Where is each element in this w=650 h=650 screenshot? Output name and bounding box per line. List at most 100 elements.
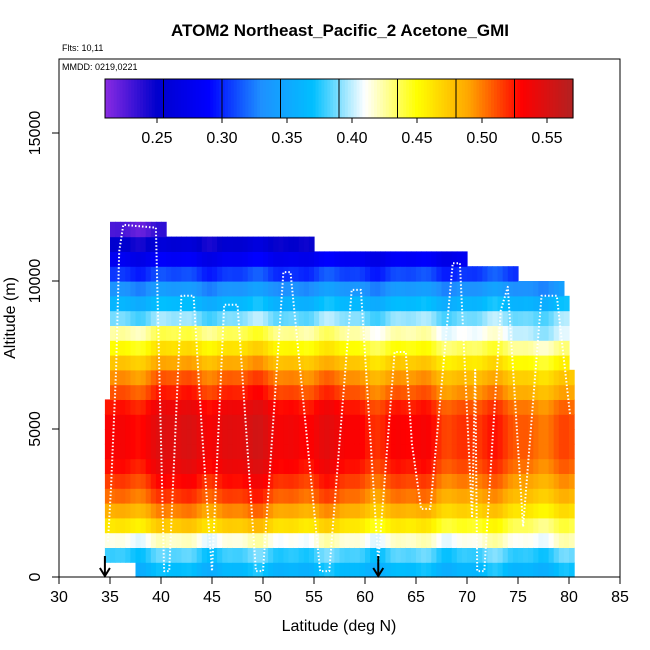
heatmap-cell	[446, 517, 453, 534]
heatmap-cell	[268, 340, 274, 356]
heatmap-cell	[543, 310, 550, 326]
heatmap-cell	[380, 473, 386, 489]
heatmap-cell	[349, 503, 356, 519]
heatmap-cell	[145, 488, 152, 504]
heatmap-cell	[365, 532, 371, 548]
heatmap-cell	[247, 429, 254, 445]
heatmap-cell	[247, 443, 254, 460]
heatmap-cell	[273, 517, 279, 534]
heatmap-cell	[441, 369, 448, 386]
heatmap-cell	[528, 340, 534, 356]
heatmap-cell	[319, 562, 325, 578]
heatmap-cell	[298, 562, 305, 578]
heatmap-cell	[523, 517, 529, 534]
heatmap-cell	[150, 369, 157, 386]
heatmap-cell	[268, 473, 274, 489]
heatmap-cell	[482, 281, 488, 297]
heatmap-cell	[426, 251, 432, 267]
heatmap-cell	[232, 547, 239, 563]
heatmap-cell	[130, 281, 137, 297]
heatmap-cell	[405, 399, 412, 415]
heatmap-cell	[349, 325, 356, 341]
heatmap-cell	[344, 458, 351, 474]
heatmap-cell	[339, 443, 346, 460]
heatmap-cell	[451, 295, 458, 312]
heatmap-cell	[492, 310, 499, 326]
heatmap-cell	[186, 503, 193, 519]
heatmap-cell	[467, 488, 473, 504]
heatmap-cell	[354, 251, 361, 267]
heatmap-cell	[467, 281, 473, 297]
heatmap-cell	[227, 547, 233, 563]
heatmap-cell	[293, 251, 300, 267]
heatmap-cell	[298, 369, 305, 386]
heatmap-cell	[339, 340, 346, 356]
heatmap-cell	[303, 399, 310, 415]
heatmap-cell	[283, 562, 290, 578]
heatmap-cell	[477, 325, 483, 341]
heatmap-cell	[222, 532, 228, 548]
heatmap-cell	[196, 503, 203, 519]
heatmap-cell	[436, 369, 443, 386]
heatmap-cell	[538, 414, 545, 430]
heatmap-cell	[451, 251, 458, 267]
colorbar-swatch	[312, 79, 317, 118]
heatmap-cell	[263, 532, 269, 548]
heatmap-cell	[354, 547, 361, 563]
heatmap-cell	[186, 458, 193, 474]
heatmap-cell	[528, 488, 534, 504]
heatmap-cell	[492, 414, 499, 430]
heatmap-cell	[523, 384, 529, 400]
heatmap-cell	[196, 384, 203, 400]
heatmap-cell	[196, 399, 203, 415]
heatmap-cell	[257, 340, 264, 356]
heatmap-cell	[293, 266, 300, 282]
heatmap-cell	[181, 325, 188, 341]
heatmap-cell	[283, 399, 290, 415]
heatmap-cell	[155, 443, 162, 460]
heatmap-cell	[472, 295, 478, 312]
heatmap-cell	[242, 384, 249, 400]
heatmap-cell	[257, 295, 264, 312]
heatmap-cell	[166, 251, 172, 267]
heatmap-cell	[130, 221, 137, 238]
heatmap-cell	[344, 517, 351, 534]
heatmap-cell	[344, 547, 351, 563]
heatmap-cell	[354, 562, 361, 578]
heatmap-cell	[247, 547, 254, 563]
heatmap-cell	[497, 281, 504, 297]
heatmap-cell	[553, 340, 560, 356]
heatmap-cell	[155, 236, 162, 252]
heatmap-cell	[125, 429, 131, 445]
heatmap-cell	[472, 547, 478, 563]
heatmap-cell	[273, 503, 279, 519]
heatmap-cell	[569, 384, 575, 400]
heatmap-cell	[314, 532, 320, 548]
heatmap-cell	[451, 429, 458, 445]
heatmap-cell	[395, 414, 402, 430]
heatmap-cell	[140, 310, 147, 326]
heatmap-cell	[181, 517, 188, 534]
heatmap-cell	[201, 325, 208, 341]
heatmap-cell	[120, 340, 126, 356]
heatmap-cell	[303, 281, 310, 297]
heatmap-cell	[257, 251, 264, 267]
heatmap-cell	[395, 547, 402, 563]
heatmap-cell	[502, 488, 509, 504]
heatmap-cell	[334, 547, 341, 563]
heatmap-cell	[104, 488, 111, 504]
heatmap-cell	[115, 399, 121, 415]
heatmap-cell	[232, 384, 239, 400]
heatmap-cell	[191, 532, 198, 548]
heatmap-cell	[543, 429, 550, 445]
heatmap-cell	[569, 473, 575, 489]
heatmap-cell	[558, 414, 565, 430]
heatmap-cell	[563, 532, 570, 548]
heatmap-cell	[278, 281, 284, 297]
colorbar-swatch	[330, 79, 334, 118]
heatmap-cell	[268, 384, 274, 400]
heatmap-cell	[227, 310, 233, 326]
heatmap-cell	[487, 429, 494, 445]
heatmap-cell	[232, 429, 239, 445]
colorbar-swatch	[374, 79, 378, 118]
